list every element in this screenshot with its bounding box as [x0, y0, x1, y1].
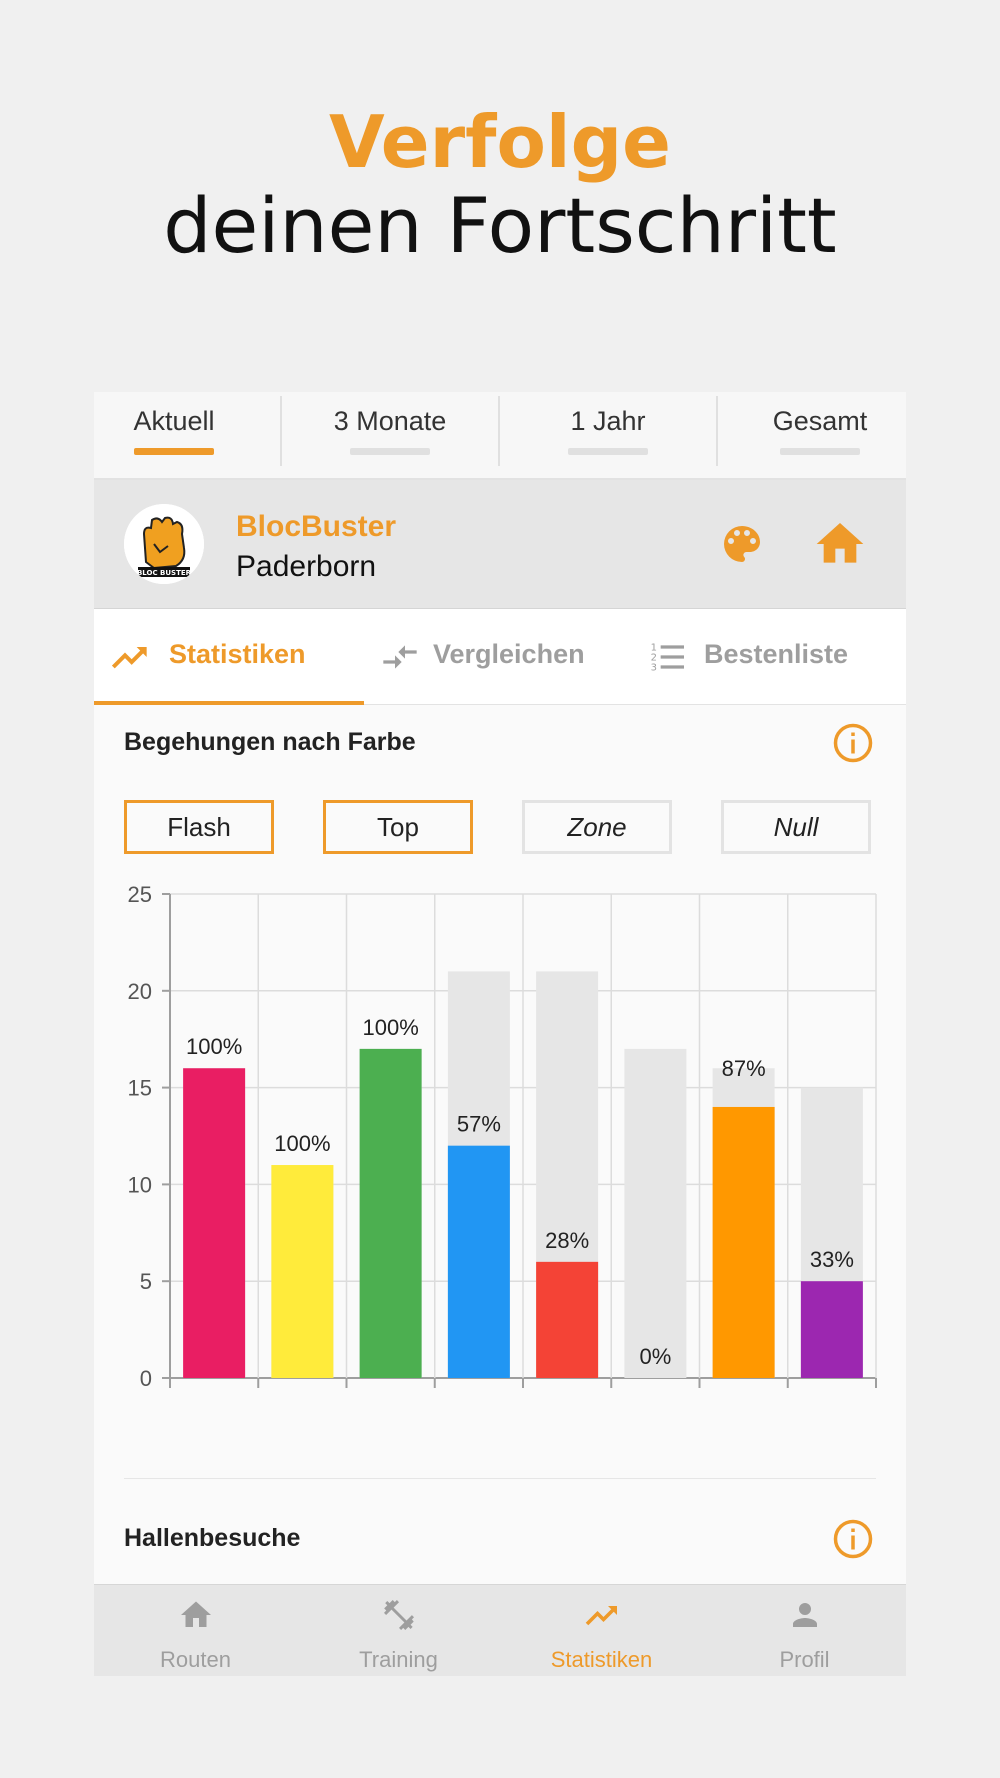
tab-label: Statistiken — [169, 639, 306, 669]
filter-null[interactable]: Null — [721, 800, 871, 854]
nav-label: Profil — [779, 1647, 830, 1672]
nav-statistiken[interactable]: Statistiken — [500, 1585, 703, 1676]
section-title-begehungen: Begehungen nach Farbe — [124, 728, 416, 756]
home-icon — [181, 1601, 211, 1627]
data-label: 87% — [722, 1056, 766, 1081]
nav-routen[interactable]: Routen — [94, 1585, 297, 1676]
app-screen: Aktuell 3 Monate 1 Jahr Gesamt BLOC BU — [94, 392, 906, 1676]
tab-divider — [716, 396, 718, 466]
svg-text:1: 1 — [651, 642, 657, 653]
promo-headline: Verfolge deinen Fortschritt — [0, 100, 1000, 268]
gym-name: BlocBuster — [236, 510, 397, 543]
headline-line-2: deinen Fortschritt — [163, 181, 837, 270]
gym-logo: BLOC BUSTER — [124, 504, 204, 584]
y-tick-label: 10 — [128, 1172, 152, 1197]
tab-label: Bestenliste — [704, 639, 849, 669]
tab-3-monate[interactable]: 3 Monate — [282, 392, 498, 478]
nav-label: Routen — [160, 1647, 231, 1672]
data-label: 57% — [457, 1112, 501, 1137]
person-icon — [793, 1603, 817, 1627]
nav-profil[interactable]: Profil — [703, 1585, 906, 1676]
nav-label: Training — [359, 1647, 438, 1672]
bottom-navigation: Routen Training Statistiken Profil — [94, 1584, 906, 1676]
tab-label: 3 Monate — [333, 406, 447, 436]
bar-done — [359, 1048, 422, 1378]
gym-logo-image: BLOC BUSTER — [124, 504, 204, 584]
compare-arrows-icon — [383, 645, 417, 669]
data-label: 0% — [639, 1344, 671, 1369]
tab-indicator — [350, 448, 430, 455]
tab-indicator — [134, 448, 214, 455]
filter-top[interactable]: Top — [323, 800, 473, 854]
gym-header: BLOC BUSTER BlocBuster Paderborn — [94, 480, 906, 609]
tab-vergleichen[interactable]: Vergleichen — [364, 609, 635, 704]
data-label: 100% — [274, 1131, 330, 1156]
section-divider — [124, 1478, 876, 1479]
tab-label: 1 Jahr — [570, 406, 646, 436]
y-tick-label: 0 — [140, 1366, 152, 1391]
headline-line-1: Verfolge — [329, 100, 671, 184]
svg-text:BLOC BUSTER: BLOC BUSTER — [137, 569, 192, 577]
bar-done — [536, 1261, 599, 1378]
tab-gesamt[interactable]: Gesamt — [718, 392, 906, 478]
bar-done — [447, 1145, 510, 1378]
bar-done — [800, 1281, 863, 1378]
tab-label: Vergleichen — [433, 639, 585, 669]
tab-underline — [94, 701, 364, 705]
bar-chart: 0510152025100%Pink100%Gelb100%Grün57%Bla… — [128, 882, 877, 1391]
data-label: 100% — [362, 1015, 418, 1040]
section-title-hallenbesuche: Hallenbesuche — [124, 1524, 301, 1552]
y-tick-label: 25 — [128, 882, 152, 907]
info-icon[interactable] — [832, 1518, 874, 1560]
palette-icon[interactable] — [718, 520, 766, 568]
svg-text:2: 2 — [651, 652, 657, 663]
data-label: 28% — [545, 1228, 589, 1253]
gym-city: Paderborn — [236, 550, 377, 583]
bar-done — [712, 1106, 775, 1378]
tab-indicator — [568, 448, 648, 455]
tab-aktuell[interactable]: Aktuell — [94, 392, 254, 478]
y-tick-label: 20 — [128, 979, 152, 1004]
tab-1-jahr[interactable]: 1 Jahr — [500, 392, 716, 478]
bar-total — [624, 1048, 687, 1378]
info-icon[interactable] — [832, 722, 874, 764]
tab-indicator — [780, 448, 860, 455]
svg-text:3: 3 — [651, 662, 657, 673]
nav-label: Statistiken — [550, 1647, 653, 1672]
tab-statistiken[interactable]: Statistiken — [94, 609, 364, 705]
y-tick-label: 15 — [128, 1076, 152, 1101]
trending-up-icon — [111, 647, 147, 669]
filter-zone[interactable]: Zone — [522, 800, 672, 854]
y-tick-label: 5 — [140, 1269, 152, 1294]
ranked-list-icon: 1 2 3 — [651, 642, 684, 673]
tab-divider — [280, 396, 282, 466]
filter-flash[interactable]: Flash — [124, 800, 274, 854]
tab-label: Gesamt — [772, 406, 868, 436]
tab-divider — [498, 396, 500, 466]
bar-done — [271, 1165, 334, 1378]
trending-up-icon — [585, 1606, 617, 1626]
bar-done — [183, 1068, 246, 1378]
section-tab-bar: Statistiken Vergleichen 1 2 3 Bestenlist… — [94, 609, 906, 705]
dumbbell-icon — [384, 1600, 414, 1630]
home-icon[interactable] — [812, 516, 868, 572]
data-label: 100% — [186, 1034, 242, 1059]
tab-label: Aktuell — [133, 406, 215, 436]
data-label: 33% — [810, 1247, 854, 1272]
period-tab-bar: Aktuell 3 Monate 1 Jahr Gesamt — [94, 392, 906, 480]
tab-bestenliste[interactable]: 1 2 3 Bestenliste — [635, 609, 906, 704]
nav-training[interactable]: Training — [297, 1585, 500, 1676]
